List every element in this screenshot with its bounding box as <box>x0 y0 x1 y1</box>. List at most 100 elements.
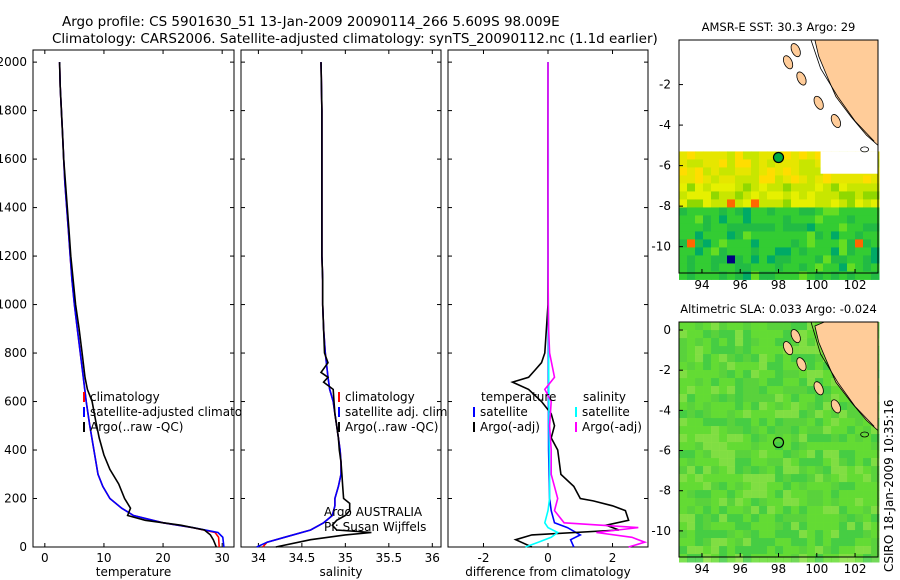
map-cell <box>735 442 744 451</box>
map-cell <box>711 410 720 419</box>
map-cell <box>863 207 872 216</box>
map-cell <box>783 322 792 331</box>
map-cell <box>767 191 776 200</box>
map-cell <box>799 386 808 395</box>
y-tick-label: -2 <box>659 363 671 377</box>
map-cell <box>695 386 704 395</box>
map-cell <box>695 450 704 459</box>
map-cell <box>711 378 720 387</box>
map-cell <box>719 330 728 339</box>
map-cell <box>799 554 808 563</box>
map-cell <box>719 159 728 168</box>
map-cell <box>823 554 832 563</box>
map-cell <box>743 482 752 491</box>
map-cell <box>751 322 760 331</box>
map-cell <box>743 466 752 475</box>
map-cell <box>863 538 872 547</box>
map-cell <box>783 418 792 427</box>
map-cell <box>687 151 696 160</box>
map-cell <box>847 247 856 256</box>
map-cell <box>863 263 872 272</box>
map-cell <box>791 458 800 467</box>
map-cell <box>839 506 848 515</box>
map-cell <box>863 183 872 192</box>
map-cell <box>823 394 832 403</box>
map-cell <box>703 362 712 371</box>
map-cell <box>727 215 736 224</box>
map-cell <box>847 199 856 208</box>
map-cell <box>807 410 816 419</box>
map-cell <box>695 458 704 467</box>
map-cell <box>719 167 728 176</box>
map-cell <box>751 263 760 272</box>
map-cell <box>727 538 736 547</box>
map-cell <box>743 255 752 264</box>
map-cell <box>799 322 808 331</box>
map-cell <box>823 402 832 411</box>
map-cell <box>679 346 688 355</box>
map-cell <box>703 239 712 248</box>
map-cell <box>711 330 720 339</box>
map-cell <box>775 362 784 371</box>
map-cell <box>727 458 736 467</box>
map-cell <box>679 434 688 443</box>
map-cell <box>775 231 784 240</box>
map-cell <box>791 498 800 507</box>
map-cell <box>751 247 760 256</box>
y-tick-label: -6 <box>659 159 671 173</box>
map-cell <box>679 426 688 435</box>
map-cell <box>807 231 816 240</box>
map-cell <box>727 199 736 208</box>
map-cell <box>823 498 832 507</box>
map-cell <box>863 522 872 531</box>
map-cell <box>751 346 760 355</box>
map-cell <box>719 215 728 224</box>
legend-label: satellite-adjusted climatology <box>90 405 268 419</box>
map-cell <box>759 386 768 395</box>
map-cell <box>815 514 824 523</box>
map-cell <box>759 271 768 280</box>
map-cell <box>695 370 704 379</box>
map-cell <box>863 255 872 264</box>
map-cell <box>703 490 712 499</box>
x-tick-label: 102 <box>844 278 867 292</box>
map-cell <box>847 554 856 563</box>
map-title: Altimetric SLA: 0.033 Argo: -0.024 <box>680 302 877 316</box>
map-cell <box>687 271 696 280</box>
map-cell <box>839 175 848 184</box>
map-cell <box>711 322 720 331</box>
map-cell <box>783 386 792 395</box>
map-cell <box>783 207 792 216</box>
map-cell <box>799 466 808 475</box>
map-cell <box>751 418 760 427</box>
map-cell <box>719 490 728 499</box>
map-cell <box>783 151 792 160</box>
map-cell <box>791 354 800 363</box>
map-cell <box>695 239 704 248</box>
map-cell <box>703 175 712 184</box>
map-cell <box>695 490 704 499</box>
map-cell <box>871 255 880 264</box>
map-cell <box>847 514 856 523</box>
map-cell <box>783 183 792 192</box>
map-cell <box>839 546 848 555</box>
map-cell <box>791 378 800 387</box>
map-cell <box>767 271 776 280</box>
map-cell <box>711 354 720 363</box>
map-cell <box>679 263 688 272</box>
map-cell <box>791 554 800 563</box>
map-cell <box>855 474 864 483</box>
map-cell <box>759 231 768 240</box>
map-cell <box>727 442 736 451</box>
map-cell <box>727 370 736 379</box>
map-cell <box>783 394 792 403</box>
map-cell <box>807 239 816 248</box>
map-cell <box>727 338 736 347</box>
map-cell <box>775 546 784 555</box>
map-cell <box>759 322 768 331</box>
map-cell <box>687 482 696 491</box>
map-cell <box>871 514 880 523</box>
island <box>782 55 794 70</box>
map-cell <box>727 183 736 192</box>
